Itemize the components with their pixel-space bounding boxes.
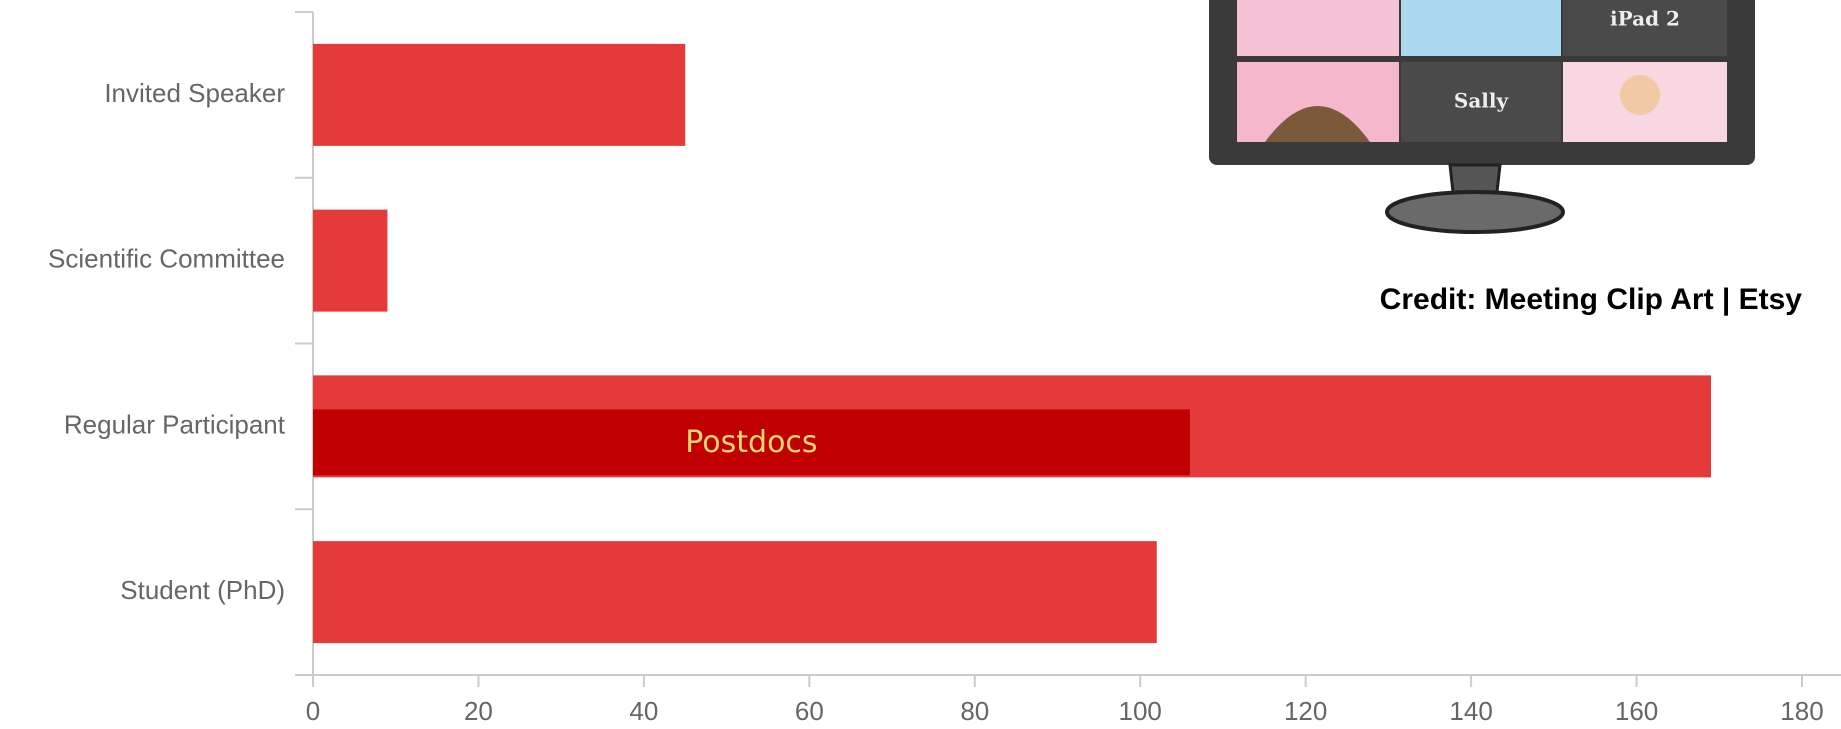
x-tick-label: 180 [1780, 696, 1823, 726]
credit: Credit: Meeting Clip Art | Etsy [1380, 283, 1803, 316]
x-tick-label: 100 [1119, 696, 1162, 726]
bar [313, 541, 1157, 643]
screen-label: Sally [1454, 89, 1510, 113]
x-tick-label: 120 [1284, 696, 1327, 726]
x-tick-label: 60 [795, 696, 824, 726]
y-tick-label: Student (PhD) [120, 575, 285, 605]
bar [313, 210, 387, 312]
x-tick-label: 80 [960, 696, 989, 726]
y-tick-label: Invited Speaker [104, 78, 285, 108]
bar [313, 44, 685, 146]
overlay-label: Postdocs [685, 425, 817, 460]
y-tick-label: Regular Participant [64, 409, 286, 439]
x-tick-label: 160 [1615, 696, 1658, 726]
chart: iPad 2 Sally Credit: Meeting Clip Art | … [0, 0, 1841, 729]
screen-label: iPad 2 [1610, 7, 1680, 31]
screen-tile [1401, 0, 1561, 56]
monitor-stand [1387, 192, 1563, 232]
x-tick-label: 40 [629, 696, 658, 726]
x-tick-label: 20 [464, 696, 493, 726]
screen-tile [1237, 0, 1399, 56]
x-tick-label: 140 [1449, 696, 1492, 726]
y-tick-label: Scientific Committee [48, 244, 285, 274]
x-tick-label: 0 [306, 696, 320, 726]
drawing [1620, 75, 1660, 115]
clipart: iPad 2 Sally [1209, 0, 1755, 232]
